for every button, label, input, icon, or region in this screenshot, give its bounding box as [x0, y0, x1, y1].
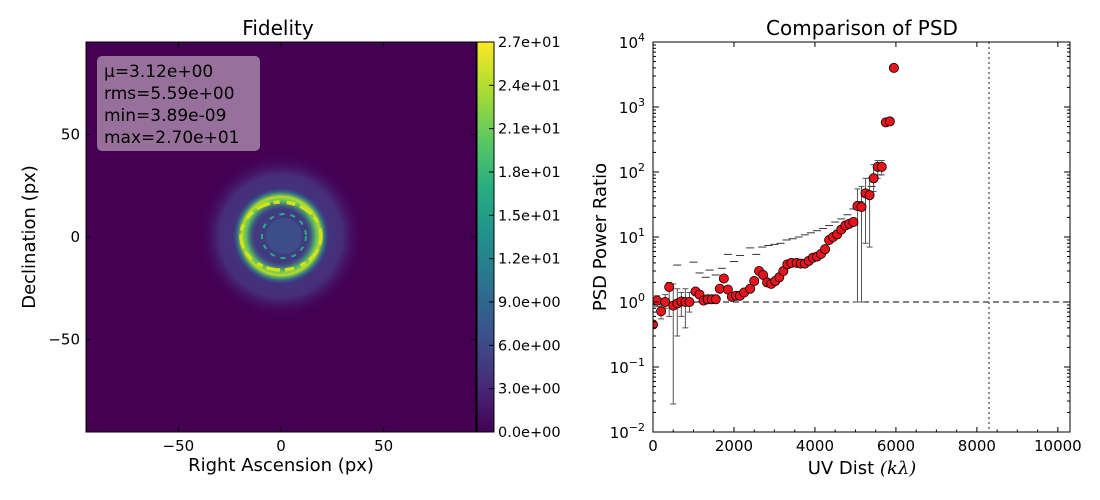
fidelity-image: [86, 42, 476, 432]
ring-inner-hole: [266, 218, 302, 254]
psd-y-tick-exp: 0: [638, 291, 645, 304]
stat-rms: rms=5.59e+00: [104, 84, 235, 104]
psd-y-tick-base: 10: [610, 424, 629, 442]
psd-point: [876, 161, 887, 172]
fidelity-x-tick-label: 0: [276, 437, 286, 455]
stats-box-bg: [97, 56, 260, 151]
psd-point: [660, 296, 671, 307]
psd-x-label: UV Dist (kλ): [808, 458, 917, 479]
colorbar-tick-label: 2.4e+01: [498, 78, 561, 94]
psd-point: [653, 295, 663, 306]
psd-y-tick-exp: 3: [638, 96, 645, 109]
psd-y-label: PSD Power Ratio: [590, 163, 611, 311]
psd-y-tick-label: 10−1: [610, 356, 645, 377]
psd-x-tick-label: 10000: [1034, 437, 1082, 455]
psd-panel: Comparison of PSD 0 2000 4000 6000 8000 10000…: [590, 16, 1082, 479]
psd-title: Comparison of PSD: [766, 16, 958, 40]
psd-point: [718, 273, 729, 284]
stats-box: μ=3.12e+00 rms=5.59e+00 min=3.89e-09 max…: [97, 56, 260, 151]
psd-y-tick-exp: −1: [629, 356, 645, 369]
fidelity-y-tick-label: −50: [48, 331, 80, 349]
colorbar-tick-label: 3.0e+00: [498, 382, 561, 398]
colorbar-tick-label: 1.8e+01: [498, 165, 561, 181]
psd-dash-markers: [673, 174, 882, 278]
psd-points: [653, 62, 899, 330]
fidelity-x-ticks: −50 0 50: [163, 42, 393, 455]
psd-x-label-unit: (kλ): [880, 458, 916, 479]
fidelity-y-tick-label: 0: [70, 228, 80, 246]
psd-point: [710, 294, 721, 305]
psd-y-tick-base: 10: [619, 34, 638, 52]
colorbar-gradient: [476, 41, 495, 433]
psd-y-tick-label: 101: [619, 226, 645, 247]
stat-min: min=3.89e-09: [104, 106, 226, 126]
psd-y-tick-exp: −2: [629, 421, 645, 434]
psd-y-tick-label: 102: [619, 161, 645, 182]
psd-y-tick-label: 103: [619, 96, 645, 117]
fidelity-y-ticks: −50 0 50: [48, 125, 476, 349]
psd-point: [868, 173, 879, 184]
psd-x-tick-label: 2000: [715, 437, 753, 455]
psd-y-tick-base: 10: [619, 294, 638, 312]
psd-point: [664, 282, 675, 293]
colorbar-tick-label: 0.0e+00: [498, 425, 561, 441]
psd-x-ticks: 0 2000 4000 6000 8000 10000: [648, 42, 1082, 455]
fidelity-title: Fidelity: [242, 16, 314, 40]
psd-y-tick-base: 10: [619, 99, 638, 117]
psd-y-tick-exp: 2: [638, 161, 645, 174]
psd-point: [820, 244, 831, 255]
psd-point: [749, 276, 760, 287]
ring-inner-edge: [261, 213, 307, 259]
colorbar-tick-label: 2.7e+01: [498, 35, 561, 51]
colorbar-tick-label: 1.5e+01: [498, 208, 561, 224]
fidelity-y-tick-label: 50: [61, 125, 80, 143]
psd-point: [884, 116, 895, 127]
psd-y-tick-exp: 4: [638, 31, 645, 44]
psd-y-tick-label: 104: [619, 31, 645, 52]
psd-x-tick-label: 8000: [958, 437, 996, 455]
psd-point: [684, 296, 695, 307]
psd-x-tick-label: 4000: [796, 437, 834, 455]
stat-max: max=2.70e+01: [104, 128, 239, 148]
psd-y-tick-label: 100: [619, 291, 645, 312]
colorbar-tick-label: 1.2e+01: [498, 252, 561, 268]
fidelity-x-tick-label: 50: [374, 437, 393, 455]
fidelity-x-label: Right Ascension (px): [188, 455, 374, 476]
fidelity-panel: Fidelity μ=3.12e+00 rms=5.59e+00 min=3.8…: [19, 16, 561, 476]
colorbar-tick-label: 6.0e+00: [498, 338, 561, 354]
psd-y-tick-exp: 1: [638, 226, 645, 239]
psd-y-tick-base: 10: [610, 359, 629, 377]
colorbar-ticks: 0.0e+00 3.0e+00 6.0e+00 9.0e+00 1.2e+01 1.5e+…: [489, 35, 561, 441]
psd-y-tick-base: 10: [619, 229, 638, 247]
colorbar-tick-label: 9.0e+00: [498, 295, 561, 311]
stat-mean: μ=3.12e+00: [104, 62, 213, 82]
psd-x-tick-label: 6000: [877, 437, 915, 455]
colorbar-tick-label: 2.1e+01: [498, 122, 561, 138]
psd-y-tick-base: 10: [619, 164, 638, 182]
psd-point: [745, 283, 756, 294]
psd-point: [864, 190, 875, 201]
fidelity-y-label: Declination (px): [19, 165, 40, 309]
psd-point: [856, 201, 867, 212]
psd-x-tick-label: 0: [648, 437, 658, 455]
psd-x-label-text: UV Dist: [808, 458, 880, 479]
ring-bright-arc: [239, 200, 323, 272]
psd-point: [888, 62, 899, 73]
psd-point: [848, 217, 859, 228]
psd-point: [656, 306, 667, 317]
psd-y-tick-label: 10−2: [610, 421, 645, 442]
fidelity-x-tick-label: −50: [163, 437, 195, 455]
colorbar: 0.0e+00 3.0e+00 6.0e+00 9.0e+00 1.2e+01 1.5e+…: [476, 35, 561, 441]
